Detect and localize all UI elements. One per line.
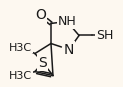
Text: NH: NH [58, 15, 76, 28]
Text: SH: SH [96, 29, 114, 42]
Text: S: S [39, 56, 47, 70]
Text: H3C: H3C [9, 71, 32, 81]
Text: O: O [36, 8, 46, 22]
Text: N: N [64, 43, 74, 57]
Text: H3C: H3C [9, 43, 32, 53]
